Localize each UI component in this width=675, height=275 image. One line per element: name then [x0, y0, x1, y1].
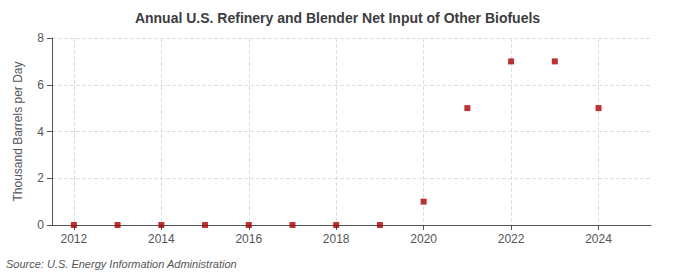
svg-text:2018: 2018: [323, 232, 350, 246]
svg-text:2014: 2014: [148, 232, 175, 246]
svg-text:2022: 2022: [498, 232, 525, 246]
svg-text:2012: 2012: [61, 232, 88, 246]
svg-text:0: 0: [37, 218, 44, 232]
svg-text:Thousand Barrels per Day: Thousand Barrels per Day: [11, 61, 25, 201]
svg-text:2024: 2024: [585, 232, 612, 246]
svg-text:6: 6: [37, 78, 44, 92]
svg-text:8: 8: [37, 31, 44, 45]
svg-text:2: 2: [37, 171, 44, 185]
svg-text:4: 4: [37, 125, 44, 139]
svg-text:Annual U.S. Refinery and Blend: Annual U.S. Refinery and Blender Net Inp…: [135, 10, 540, 26]
svg-text:Source: U.S. Energy Informatio: Source: U.S. Energy Information Administ…: [6, 258, 237, 270]
svg-text:2016: 2016: [235, 232, 262, 246]
svg-text:2020: 2020: [410, 232, 437, 246]
